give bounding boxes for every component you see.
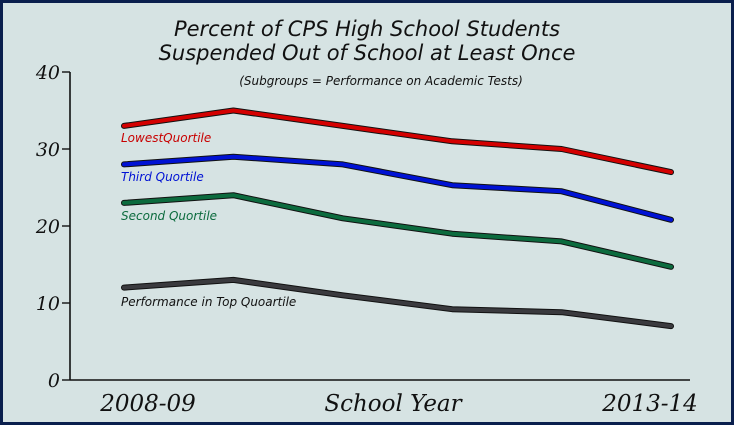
y-tick-label: 20 (35, 216, 60, 238)
series-label-second: Second Quortile (121, 209, 217, 223)
x-axis-title: School Year (324, 391, 463, 417)
series-label-top: Performance in Top Quoartile (121, 295, 296, 309)
series-line-outline (121, 192, 674, 270)
series-line-0 (122, 108, 673, 175)
y-tick-label: 10 (36, 293, 60, 315)
y-tick-label: 0 (48, 370, 60, 392)
y-tick-label: 30 (36, 139, 60, 161)
series-lines (121, 107, 674, 330)
series-label-lowest: LowestQuortile (121, 131, 211, 145)
y-ticks: 0 10 20 30 40 (35, 62, 70, 392)
chart-subtitle: (Subgroups = Performance on Academic Tes… (239, 74, 523, 88)
x-tick-label-first: 2008-09 (99, 391, 196, 417)
series-line-1 (122, 154, 673, 222)
series-line-3 (122, 277, 673, 329)
y-tick-label: 40 (35, 62, 60, 84)
series-label-third: Third Quortile (121, 170, 204, 184)
line-chart: Percent of CPS High School Students Susp… (35, 17, 698, 417)
chart-title-line-1: Percent of CPS High School Students (174, 17, 560, 41)
series-line-2 (122, 193, 673, 269)
chart-title-line-2: Suspended Out of School at Least Once (159, 41, 576, 65)
x-tick-label-last: 2013-14 (601, 391, 698, 417)
